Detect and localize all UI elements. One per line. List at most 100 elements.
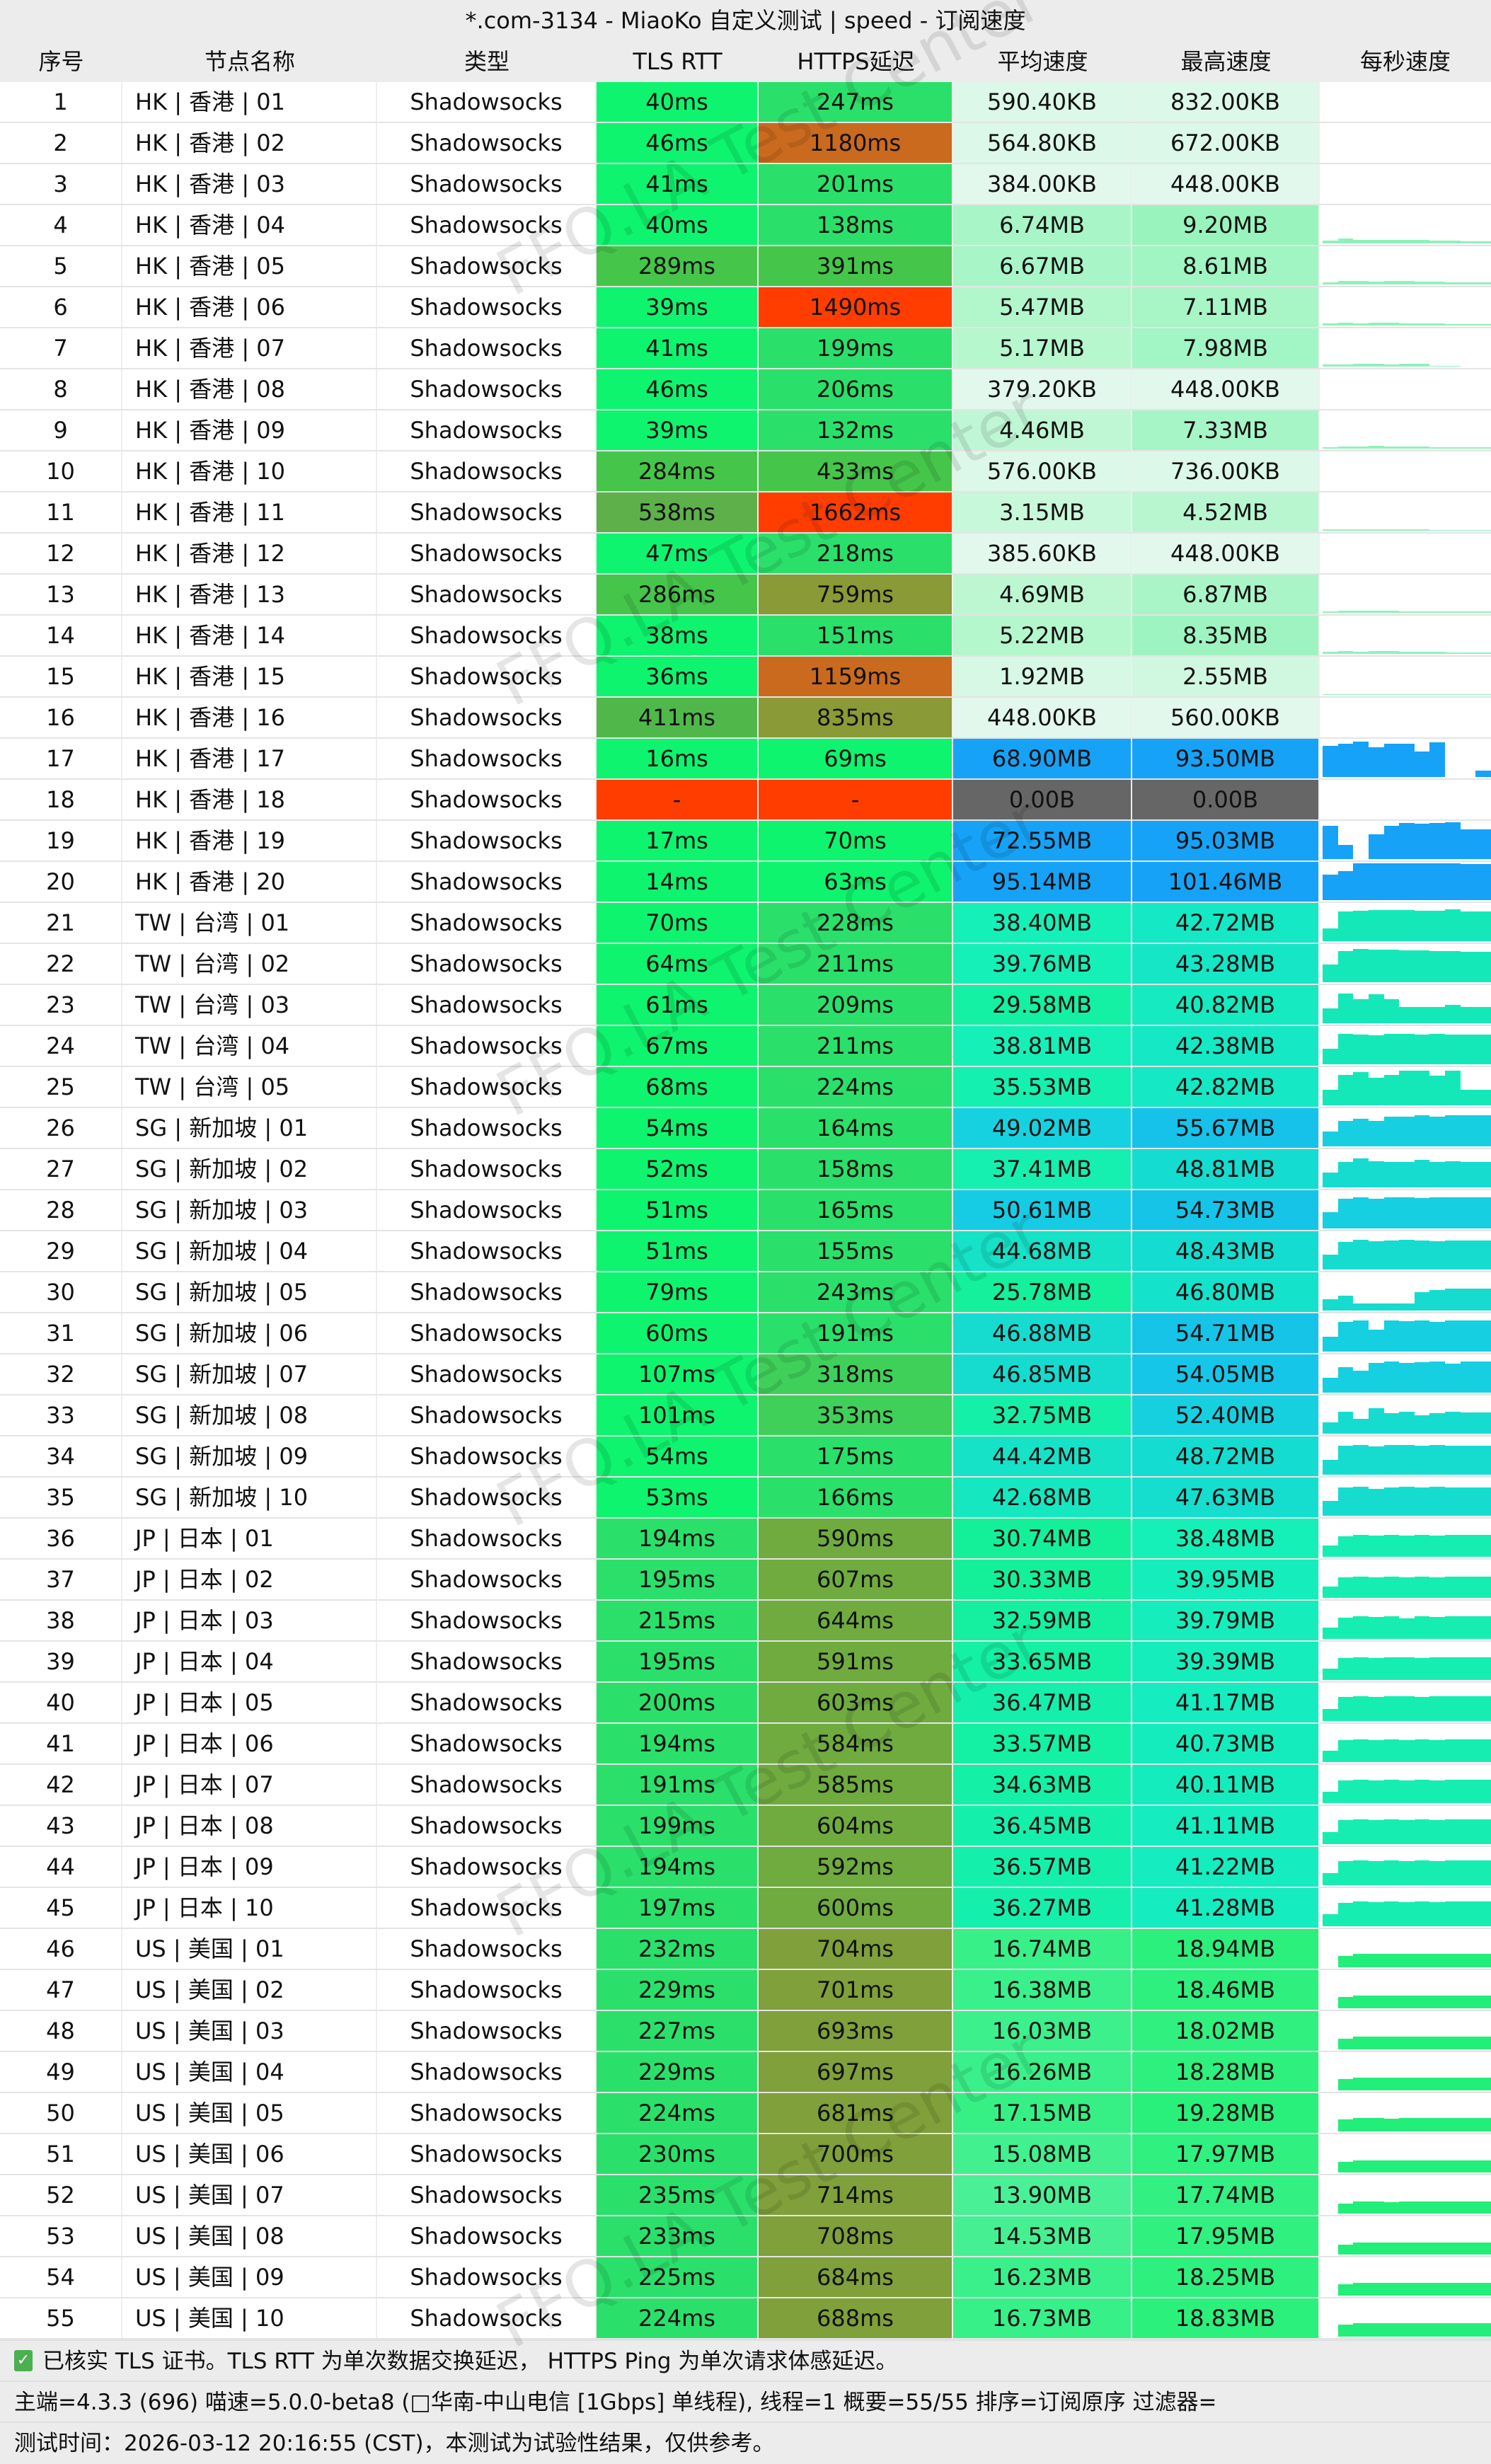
sparkline-bar <box>1475 611 1491 613</box>
table-row[interactable]: 27 SG | 新加坡 | 02 Shadowsocks 52ms 158ms 37.41… <box>0 1149 1491 1190</box>
sparkline-bar <box>1399 950 1415 982</box>
max-speed-cell: 39.39MB <box>1132 1642 1320 1681</box>
sparkline-bar <box>1445 1070 1461 1105</box>
table-row[interactable]: 23 TW | 台湾 | 03 Shadowsocks 61ms 209ms 29.58M… <box>0 985 1491 1026</box>
max-speed-cell: 18.25MB <box>1132 2257 1320 2297</box>
table-row[interactable]: 10 HK | 香港 | 10 Shadowsocks 284ms 433ms 576.0… <box>0 451 1491 493</box>
tls-rtt-cell: 289ms <box>597 246 759 286</box>
table-row[interactable]: 32 SG | 新加坡 | 07 Shadowsocks 107ms 318ms 46.8… <box>0 1354 1491 1395</box>
table-row[interactable]: 20 HK | 香港 | 20 Shadowsocks 14ms 63ms 95.14MB… <box>0 862 1491 903</box>
sparkline-bar <box>1383 2323 1400 2337</box>
table-row[interactable]: 50 US | 美国 | 05 Shadowsocks 224ms 681ms 17.15… <box>0 2093 1491 2134</box>
sparkline-bar <box>1353 611 1369 613</box>
table-row[interactable]: 2 HK | 香港 | 02 Shadowsocks 46ms 1180ms 564.80… <box>0 123 1491 164</box>
table-row[interactable]: 22 TW | 台湾 | 02 Shadowsocks 64ms 211ms 39.76M… <box>0 944 1491 985</box>
node-type: Shadowsocks <box>377 1929 597 1969</box>
avg-speed-cell: 38.81MB <box>953 1026 1132 1066</box>
table-row[interactable]: 12 HK | 香港 | 12 Shadowsocks 47ms 218ms 385.60… <box>0 534 1491 575</box>
table-row[interactable]: 24 TW | 台湾 | 04 Shadowsocks 67ms 211ms 38.81M… <box>0 1026 1491 1067</box>
avg-speed-cell: 36.27MB <box>953 1888 1132 1928</box>
sparkline-bar <box>1368 1995 1384 2008</box>
sparkline-bar <box>1414 1739 1430 1762</box>
table-row[interactable]: 43 JP | 日本 | 08 Shadowsocks 199ms 604ms 36.45… <box>0 1806 1491 1847</box>
sparkline-bar <box>1383 744 1400 777</box>
sparkline-bar <box>1323 1873 1338 1885</box>
table-row[interactable]: 30 SG | 新加坡 | 05 Shadowsocks 79ms 243ms 25.78… <box>0 1272 1491 1313</box>
sparkline-bars <box>1323 1725 1491 1762</box>
table-row[interactable]: 53 US | 美国 | 08 Shadowsocks 233ms 708ms 14.53… <box>0 2216 1491 2257</box>
table-row[interactable]: 46 US | 美国 | 01 Shadowsocks 232ms 704ms 16.74… <box>0 1929 1491 1970</box>
https-latency-cell: 247ms <box>759 82 953 122</box>
table-row[interactable]: 3 HK | 香港 | 03 Shadowsocks 41ms 201ms 384.00K… <box>0 164 1491 205</box>
avg-speed-cell: 5.47MB <box>953 287 1132 327</box>
table-row[interactable]: 4 HK | 香港 | 04 Shadowsocks 40ms 138ms 6.74MB 9… <box>0 205 1491 246</box>
node-name: HK | 香港 | 13 <box>122 575 377 614</box>
sparkline-bars <box>1323 1520 1491 1557</box>
table-row[interactable]: 41 JP | 日本 | 06 Shadowsocks 194ms 584ms 33.57… <box>0 1724 1491 1765</box>
per-second-speed-sparkline <box>1320 287 1491 327</box>
https-latency-cell: 69ms <box>759 739 953 778</box>
table-row[interactable]: 42 JP | 日本 | 07 Shadowsocks 191ms 585ms 34.63… <box>0 1765 1491 1806</box>
sparkline-bar <box>1460 1819 1476 1844</box>
table-row[interactable]: 16 HK | 香港 | 16 Shadowsocks 411ms 835ms 448.0… <box>0 698 1491 739</box>
table-row[interactable]: 6 HK | 香港 | 06 Shadowsocks 39ms 1490ms 5.47MB… <box>0 287 1491 328</box>
table-row[interactable]: 15 HK | 香港 | 15 Shadowsocks 36ms 1159ms 1.92M… <box>0 657 1491 698</box>
table-row[interactable]: 49 US | 美国 | 04 Shadowsocks 229ms 697ms 16.26… <box>0 2052 1491 2093</box>
table-row[interactable]: 14 HK | 香港 | 14 Shadowsocks 38ms 151ms 5.22MB… <box>0 616 1491 657</box>
table-row[interactable]: 52 US | 美国 | 07 Shadowsocks 235ms 714ms 13.90… <box>0 2175 1491 2216</box>
table-row[interactable]: 38 JP | 日本 | 03 Shadowsocks 215ms 644ms 32.59… <box>0 1601 1491 1642</box>
table-row[interactable]: 35 SG | 新加坡 | 10 Shadowsocks 53ms 166ms 42.68… <box>0 1478 1491 1519</box>
sparkline-bars <box>1323 2259 1491 2296</box>
table-row[interactable]: 33 SG | 新加坡 | 08 Shadowsocks 101ms 353ms 32.7… <box>0 1395 1491 1437</box>
sparkline-bar <box>1429 742 1446 777</box>
tls-rtt-cell: 16ms <box>597 739 759 778</box>
table-row[interactable]: 8 HK | 香港 | 08 Shadowsocks 46ms 206ms 379.20K… <box>0 369 1491 410</box>
table-row[interactable]: 7 HK | 香港 | 07 Shadowsocks 41ms 199ms 5.17MB 7… <box>0 328 1491 369</box>
table-row[interactable]: 9 HK | 香港 | 09 Shadowsocks 39ms 132ms 4.46MB 7… <box>0 410 1491 451</box>
table-row[interactable]: 54 US | 美国 | 09 Shadowsocks 225ms 684ms 16.23… <box>0 2257 1491 2298</box>
table-row[interactable]: 25 TW | 台湾 | 05 Shadowsocks 68ms 224ms 35.53M… <box>0 1067 1491 1108</box>
node-type: Shadowsocks <box>377 123 597 163</box>
sparkline-bar <box>1460 1035 1476 1064</box>
table-row[interactable]: 34 SG | 新加坡 | 09 Shadowsocks 54ms 175ms 44.42… <box>0 1437 1491 1478</box>
table-row[interactable]: 11 HK | 香港 | 11 Shadowsocks 538ms 1662ms 3.15… <box>0 493 1491 534</box>
table-header: 序号 节点名称 类型 TLS RTT HTTPS延迟 平均速度 最高速度 每秒速… <box>0 41 1491 82</box>
sparkline-bar <box>1445 1860 1461 1885</box>
table-row[interactable]: 21 TW | 台湾 | 01 Shadowsocks 70ms 228ms 38.40M… <box>0 903 1491 944</box>
sparkline-bars <box>1323 699 1491 736</box>
table-row[interactable]: 44 JP | 日本 | 09 Shadowsocks 194ms 592ms 36.57… <box>0 1847 1491 1888</box>
table-row[interactable]: 37 JP | 日本 | 02 Shadowsocks 195ms 607ms 30.33… <box>0 1560 1491 1601</box>
node-name: US | 美国 | 04 <box>122 2052 377 2092</box>
table-row[interactable]: 5 HK | 香港 | 05 Shadowsocks 289ms 391ms 6.67MB… <box>0 246 1491 287</box>
table-row[interactable]: 28 SG | 新加坡 | 03 Shadowsocks 51ms 165ms 50.61… <box>0 1190 1491 1231</box>
sparkline-bar <box>1383 950 1400 982</box>
sparkline-bar <box>1353 1320 1369 1352</box>
table-row[interactable]: 19 HK | 香港 | 19 Shadowsocks 17ms 70ms 72.55MB… <box>0 821 1491 862</box>
row-index: 51 <box>0 2134 122 2174</box>
table-row[interactable]: 36 JP | 日本 | 01 Shadowsocks 194ms 590ms 30.74… <box>0 1519 1491 1560</box>
table-row[interactable]: 51 US | 美国 | 06 Shadowsocks 230ms 700ms 15.08… <box>0 2134 1491 2175</box>
table-row[interactable]: 13 HK | 香港 | 13 Shadowsocks 286ms 759ms 4.69M… <box>0 575 1491 616</box>
sparkline-bar <box>1475 1779 1491 1803</box>
table-row[interactable]: 26 SG | 新加坡 | 01 Shadowsocks 54ms 164ms 49.02… <box>0 1108 1491 1149</box>
table-row[interactable]: 31 SG | 新加坡 | 06 Shadowsocks 60ms 191ms 46.88… <box>0 1313 1491 1354</box>
row-index: 39 <box>0 1642 122 1681</box>
table-row[interactable]: 1 HK | 香港 | 01 Shadowsocks 40ms 247ms 590.40K… <box>0 82 1491 123</box>
table-row[interactable]: 29 SG | 新加坡 | 04 Shadowsocks 51ms 155ms 44.68… <box>0 1231 1491 1272</box>
table-row[interactable]: 39 JP | 日本 | 04 Shadowsocks 195ms 591ms 33.65… <box>0 1642 1491 1683</box>
table-row[interactable]: 40 JP | 日本 | 05 Shadowsocks 200ms 603ms 36.47… <box>0 1683 1491 1724</box>
table-row[interactable]: 45 JP | 日本 | 10 Shadowsocks 197ms 600ms 36.27… <box>0 1888 1491 1929</box>
table-row[interactable]: 17 HK | 香港 | 17 Shadowsocks 16ms 69ms 68.90MB… <box>0 739 1491 780</box>
table-row[interactable]: 55 US | 美国 | 10 Shadowsocks 224ms 688ms 16.73… <box>0 2298 1491 2339</box>
tls-rtt-cell: 227ms <box>597 2011 759 2051</box>
node-name: SG | 新加坡 | 02 <box>122 1149 377 1189</box>
sparkline-bar <box>1445 1657 1461 1680</box>
node-name: JP | 日本 | 04 <box>122 1642 377 1681</box>
table-row[interactable]: 47 US | 美国 | 02 Shadowsocks 229ms 701ms 16.38… <box>0 1970 1491 2011</box>
table-row[interactable]: 18 HK | 香港 | 18 Shadowsocks - -0.00B 0.00B <box>0 780 1491 821</box>
table-row[interactable]: 48 US | 美国 | 03 Shadowsocks 227ms 693ms 16.03… <box>0 2011 1491 2052</box>
max-speed-cell: 18.94MB <box>1132 1929 1320 1969</box>
https-latency-cell: 714ms <box>759 2175 953 2215</box>
node-name: SG | 新加坡 | 06 <box>122 1313 377 1353</box>
sparkline-bar <box>1429 652 1446 654</box>
